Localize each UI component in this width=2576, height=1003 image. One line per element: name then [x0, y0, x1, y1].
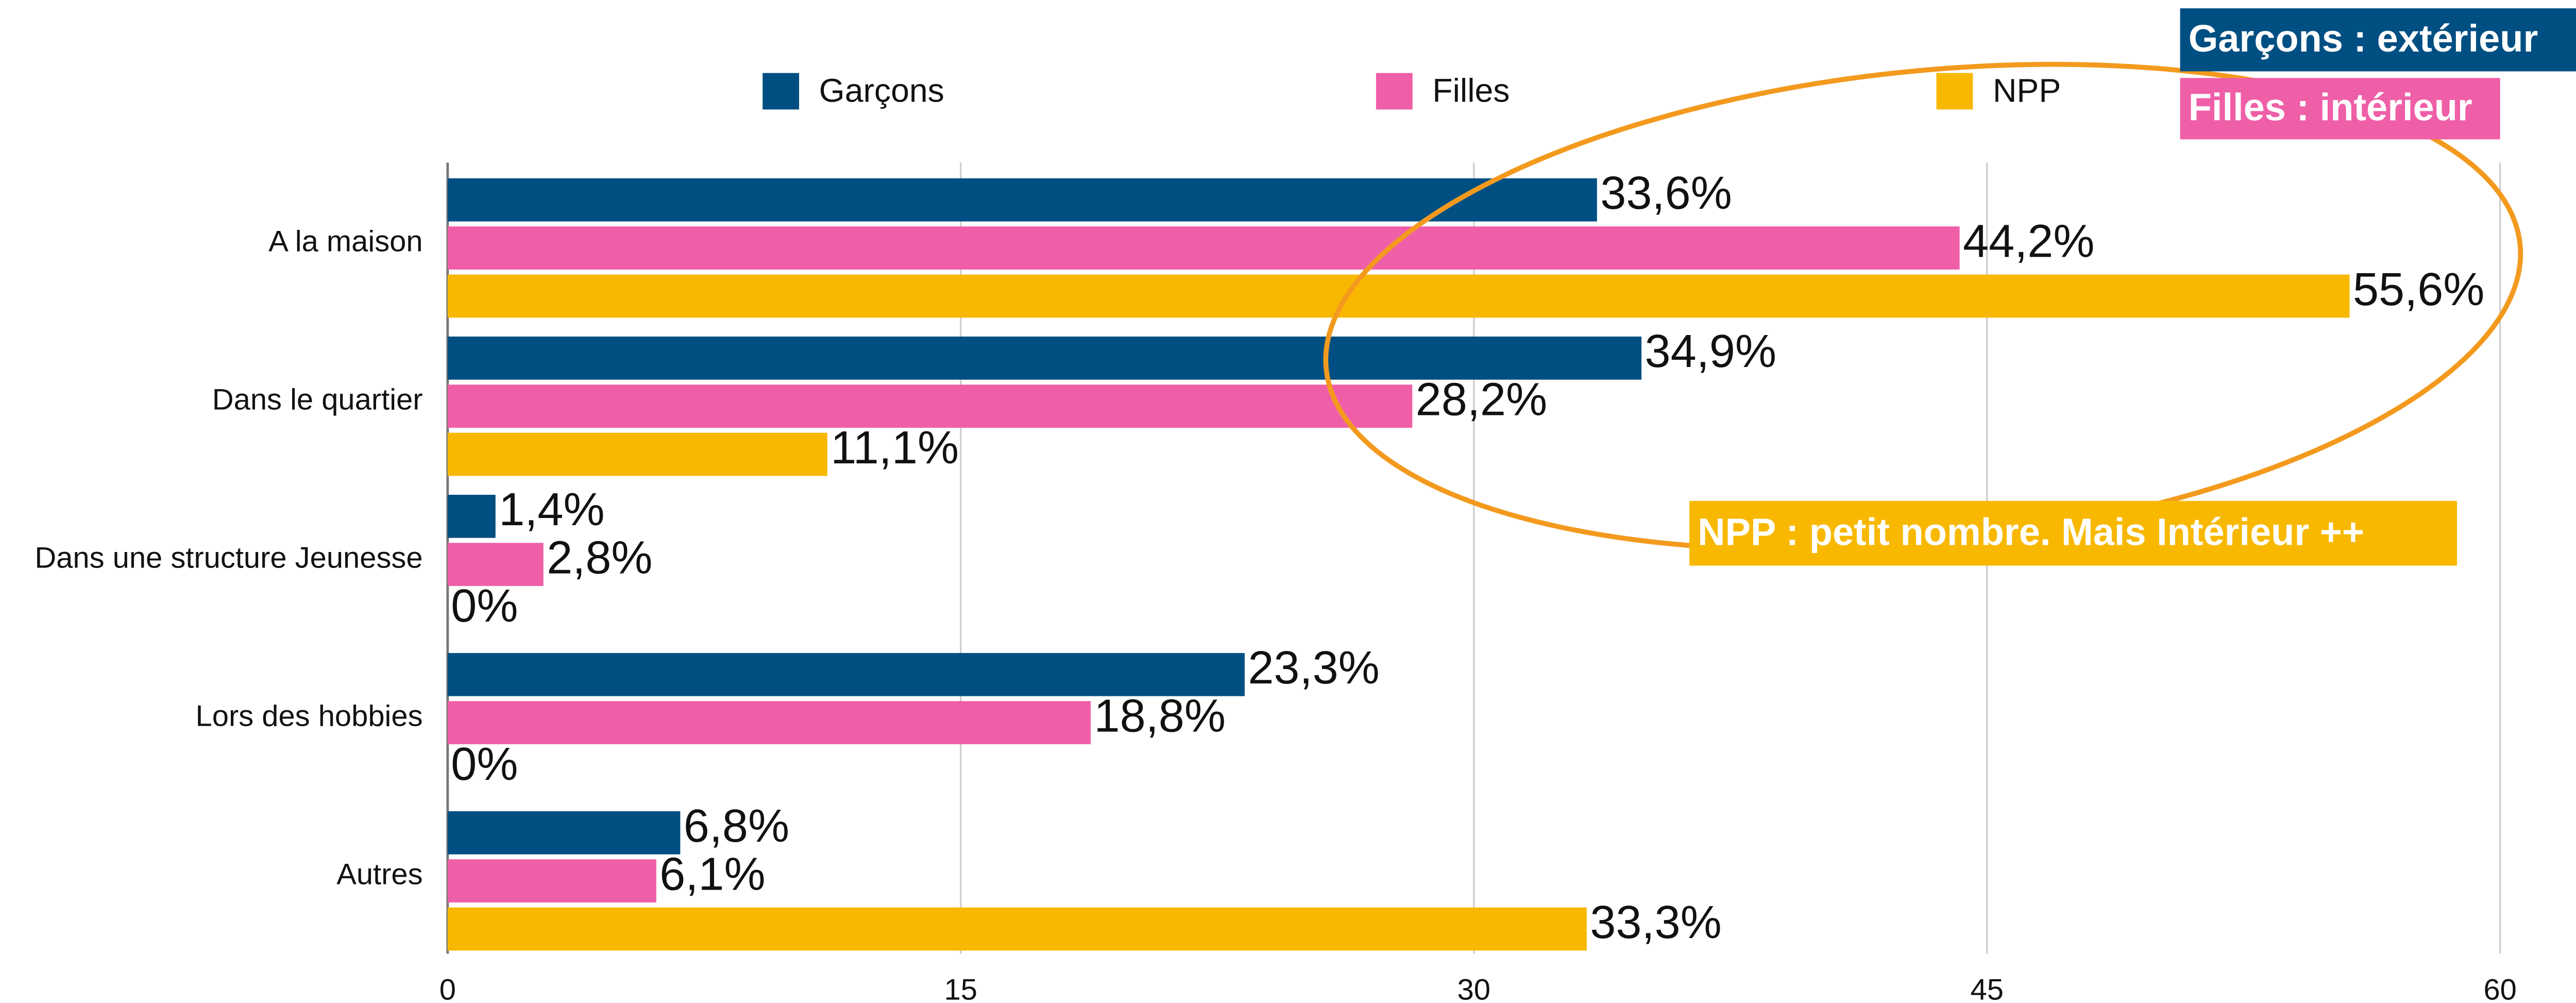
legend-swatch: [762, 73, 800, 110]
value-label: 28,2%: [1416, 373, 1547, 425]
value-label: 23,3%: [1248, 642, 1379, 694]
value-label: 1,4%: [499, 483, 604, 536]
x-tick-label: 30: [1458, 974, 1490, 1003]
bar: [447, 494, 496, 538]
legend-swatch: [1376, 73, 1413, 110]
category-label: Lors des hobbies: [196, 699, 423, 732]
x-tick-label: 45: [1971, 974, 2004, 1003]
bar: [447, 859, 656, 902]
bar: [447, 653, 1245, 696]
annotation-box: [2180, 78, 2500, 140]
value-label: 0%: [451, 738, 518, 790]
value-label: 55,6%: [2353, 263, 2484, 315]
legend-label: Garçons: [819, 72, 944, 109]
legend-swatch: [1936, 73, 1973, 110]
value-label: 0%: [451, 580, 518, 632]
annotations: Garçons Filles NPP Garçons : extérieur Fille…: [762, 8, 2576, 566]
value-label: 33,6%: [1600, 167, 1732, 219]
bar: [447, 907, 1587, 951]
value-label: 33,3%: [1590, 896, 1721, 948]
bar: [447, 336, 1642, 380]
bar: [447, 811, 681, 855]
category-label: Dans une structure Jeunesse: [35, 541, 422, 574]
bar: [447, 385, 1413, 428]
x-tick-label: 0: [439, 974, 456, 1003]
value-label: 6,1%: [659, 848, 765, 900]
annotation-box: [1689, 500, 2457, 566]
bar: [447, 432, 827, 476]
value-label: 44,2%: [1963, 215, 2094, 267]
annotation-text: NPP : petit nombre. Mais Intérieur ++: [1698, 510, 2364, 553]
value-label: 2,8%: [547, 531, 652, 583]
category-label: Autres: [336, 858, 422, 891]
value-label: 6,8%: [684, 800, 789, 852]
annotation-box: [2180, 8, 2576, 72]
bar: [447, 701, 1091, 744]
value-label: 18,8%: [1094, 690, 1226, 742]
annotation-text: Filles : intérieur: [2189, 86, 2472, 129]
category-label: Dans le quartier: [212, 383, 423, 416]
annotation-text: Garçons : extérieur: [2189, 17, 2538, 60]
value-label: 11,1%: [831, 422, 959, 474]
legend-label: Filles: [1432, 72, 1510, 109]
bar: [447, 226, 1960, 270]
x-tick-label: 15: [944, 974, 977, 1003]
value-label: 34,9%: [1645, 325, 1776, 377]
bar: [447, 274, 2350, 318]
bar: [447, 178, 1597, 222]
bars: A la maison 33,6% 44,2% 55,6% Dans le quarti…: [35, 167, 2484, 951]
x-tick-label: 60: [2483, 974, 2516, 1003]
bar: [447, 543, 544, 586]
category-label: A la maison: [268, 225, 422, 258]
legend-label: NPP: [1993, 72, 2061, 109]
